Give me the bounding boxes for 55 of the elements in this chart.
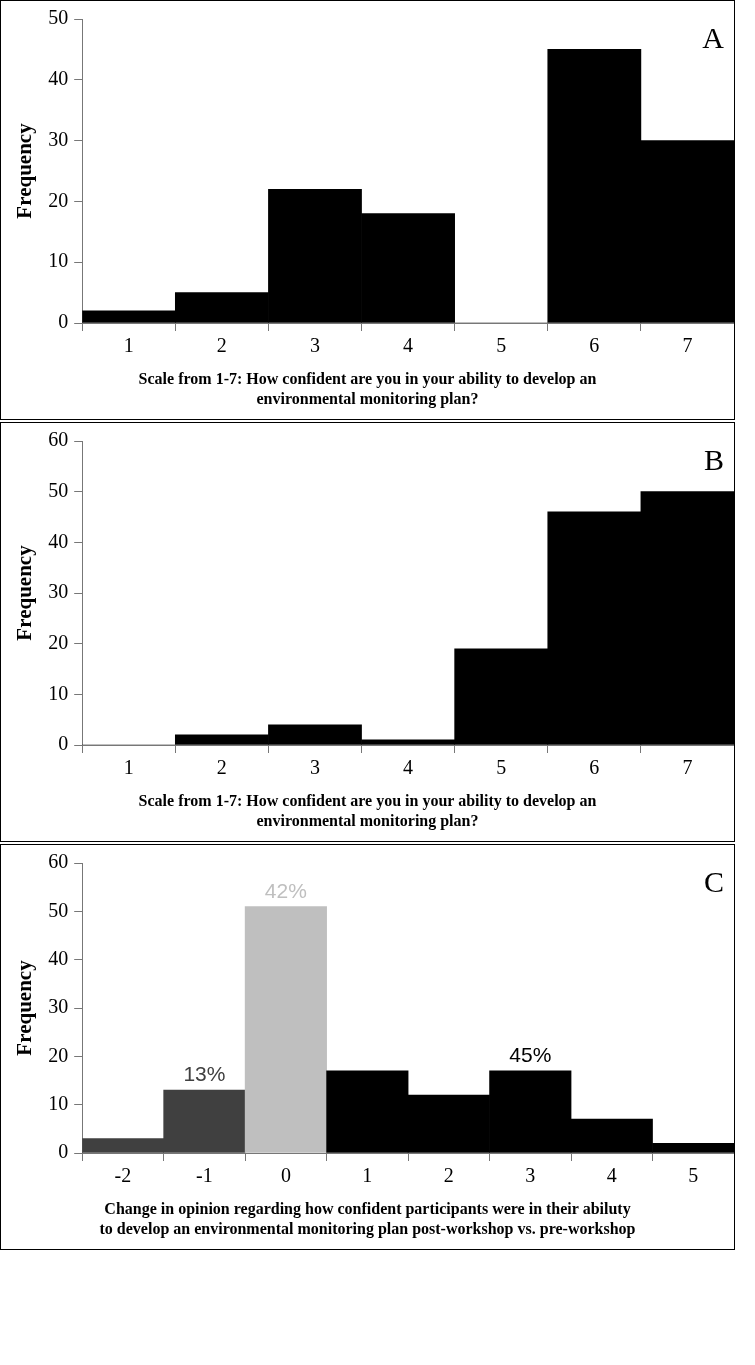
x-tick-label: 1 [123, 334, 134, 357]
x-tick-label: 2 [216, 334, 227, 357]
y-axis-title: Frequency [12, 544, 37, 641]
y-tick-label: 40 [48, 67, 69, 90]
annotation: C [703, 864, 724, 898]
y-tick-label: 50 [48, 478, 69, 501]
x-tick-label: 5 [496, 334, 507, 357]
y-tick-label: 0 [58, 1140, 69, 1163]
x-tick-label: 1 [362, 1164, 373, 1187]
y-tick-label: 30 [48, 127, 69, 150]
x-tick-label: 2 [443, 1164, 454, 1187]
x-tick-label: 0 [280, 1164, 291, 1187]
y-tick-label: 0 [58, 732, 69, 755]
x-tick-label: 1 [123, 756, 134, 779]
y-tick-label: 10 [48, 249, 69, 272]
y-tick-label: 40 [48, 946, 69, 969]
x-tick-label: 6 [589, 756, 600, 779]
x-tick-label: 5 [688, 1164, 699, 1187]
y-tick-label: 0 [58, 310, 69, 333]
y-tick-label: 20 [48, 630, 69, 653]
x-tick-label: -2 [114, 1164, 132, 1187]
annotation: A [702, 20, 725, 54]
y-tick-label: 60 [48, 428, 69, 451]
x-tick-label: 4 [403, 756, 414, 779]
x-tick-label: 2 [216, 756, 227, 779]
y-tick-label: 10 [48, 1091, 69, 1114]
x-tick-label: -1 [196, 1164, 213, 1187]
y-tick-label: 20 [48, 188, 69, 211]
y-tick-label: 10 [48, 681, 69, 704]
bar [244, 906, 327, 1153]
annotation: 45% [509, 1043, 552, 1067]
y-tick-label: 50 [48, 898, 69, 921]
y-tick-label: 30 [48, 580, 69, 603]
annotation: B [703, 442, 724, 476]
x-axis-title: Scale from 1-7: How confident are you in your ability to develop an environmental monitoring plan? [137, 369, 598, 409]
x-tick-label: 6 [589, 334, 600, 357]
annotation: 42% [264, 878, 307, 902]
y-tick-label: 60 [48, 850, 69, 873]
x-tick-label: 4 [606, 1164, 617, 1187]
y-axis-title: Frequency [12, 959, 37, 1056]
y-tick-label: 20 [48, 1043, 69, 1066]
y-tick-label: 50 [48, 6, 69, 29]
x-tick-label: 7 [682, 756, 693, 779]
x-tick-label: 3 [309, 334, 320, 357]
x-tick-label: 3 [309, 756, 320, 779]
y-axis-title: Frequency [12, 122, 37, 219]
x-tick-label: 7 [682, 334, 693, 357]
y-tick-label: 30 [48, 995, 69, 1018]
x-tick-label: 4 [403, 334, 414, 357]
x-tick-label: 3 [525, 1164, 536, 1187]
x-tick-label: 5 [496, 756, 507, 779]
y-tick-label: 40 [48, 529, 69, 552]
x-axis-title: Change in opinion regarding how confident participants were in their abiluty to develop an environmental monitoring plan post-workshop vs. pre-workshop [98, 1199, 637, 1239]
x-axis-title: Scale from 1-7: How confident are you in your ability to develop an environmental monitoring plan? [137, 791, 598, 831]
annotation: 13% [183, 1062, 226, 1086]
